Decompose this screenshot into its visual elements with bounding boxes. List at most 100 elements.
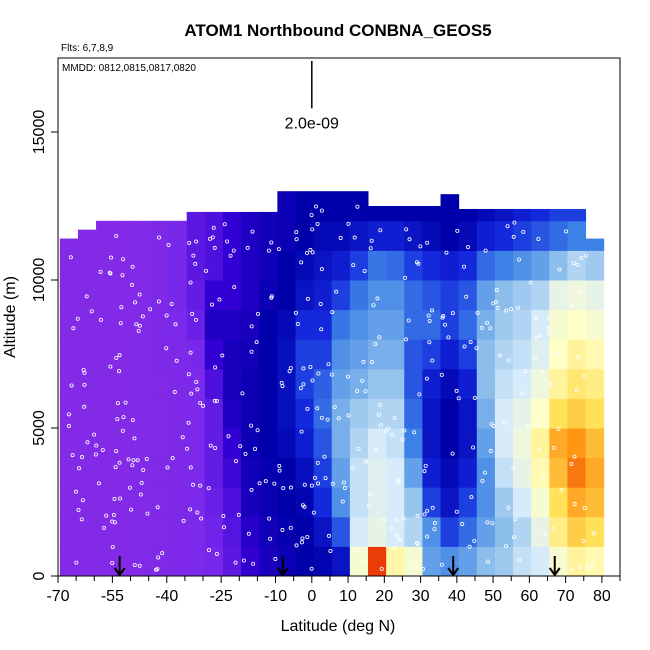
sample-marker [100,448,105,453]
sample-marker [315,221,320,226]
sample-marker [156,555,161,560]
sample-marker [190,311,195,316]
sample-marker [273,557,278,562]
sample-marker [110,545,115,550]
sample-marker [309,483,314,488]
heat-cell [404,546,423,577]
sample-marker [288,525,293,530]
heat-cell [132,428,151,459]
heat-cell [494,546,514,577]
sample-marker [581,374,586,379]
heat-cell [476,368,496,399]
heat-cell [259,368,278,399]
sample-marker [361,359,366,364]
sample-marker [145,511,150,516]
heat-cell [513,487,532,518]
heat-cell [404,250,423,281]
heatmap-cells [59,191,605,577]
heat-cell [186,457,206,488]
sample-marker [123,400,128,405]
sample-marker [534,315,539,320]
sample-marker [92,432,97,437]
sample-marker [456,396,461,401]
sample-marker [360,378,365,383]
x-tick-label: 50 [484,588,502,605]
chart-title: ATOM1 Northbound CONBNA_GEOS5 [184,21,491,40]
sample-marker [311,510,316,515]
sample-marker [98,269,103,274]
sample-marker [467,544,472,549]
sample-marker [113,465,118,470]
sample-marker [66,424,71,429]
heat-cell [531,398,550,429]
heat-cell [259,546,278,577]
heat-cell [531,208,550,222]
heat-cell [585,309,605,340]
heat-cell [77,457,97,488]
sample-marker [134,322,139,327]
heat-cell [295,220,315,251]
heat-cell [476,339,496,370]
heat-cell [349,457,369,488]
heat-cell [458,208,478,222]
heat-cell [150,398,170,429]
sample-marker [120,428,125,433]
sample-marker [165,465,170,470]
heat-cell [440,516,460,547]
sample-marker [328,548,333,553]
heat-cell [114,516,133,547]
sample-marker [546,326,551,331]
heat-cell [585,398,605,429]
heat-cell [567,457,587,488]
heat-cell [386,428,405,459]
sample-marker [157,235,162,240]
sample-marker [288,485,293,490]
heat-cell [204,250,224,281]
sample-marker [199,516,204,521]
heat-cell [422,546,442,577]
heat-cell [349,280,369,311]
sample-marker [352,235,357,240]
flight-arrow [276,556,289,577]
heat-cell [549,368,568,399]
sample-marker [412,430,417,435]
heat-cell [331,280,351,311]
sample-marker [439,562,444,567]
sample-marker [469,495,474,500]
sample-marker [446,335,451,340]
sample-marker [217,297,222,302]
sample-marker [415,513,420,518]
sample-marker [68,255,73,260]
heat-cell [313,516,333,547]
sample-marker [293,310,298,315]
heat-cell [422,398,442,429]
heat-cell [295,309,315,340]
sample-marker [426,313,431,318]
heat-cell [59,309,79,340]
heat-cell [440,487,460,518]
sample-marker [468,340,473,345]
heat-cell [368,516,387,547]
sample-marker [117,460,122,465]
sample-marker [120,273,125,278]
sample-marker [315,406,320,411]
heat-cell [368,457,387,488]
sample-marker [334,289,339,294]
heat-cell [150,309,170,340]
sample-marker [571,261,576,266]
sample-marker [429,308,434,313]
heat-cell [585,546,605,577]
scale-bar-label: 2.0e-09 [285,115,339,132]
heat-cell [440,194,460,222]
sample-marker [479,326,484,331]
sample-marker [191,253,196,258]
heat-cell [458,368,478,399]
sample-marker [581,539,586,544]
heat-cell [349,546,369,577]
sample-marker [110,519,115,524]
sample-marker [319,327,324,332]
sample-marker [578,565,583,570]
sample-marker [132,436,137,441]
heat-cell [386,250,405,281]
